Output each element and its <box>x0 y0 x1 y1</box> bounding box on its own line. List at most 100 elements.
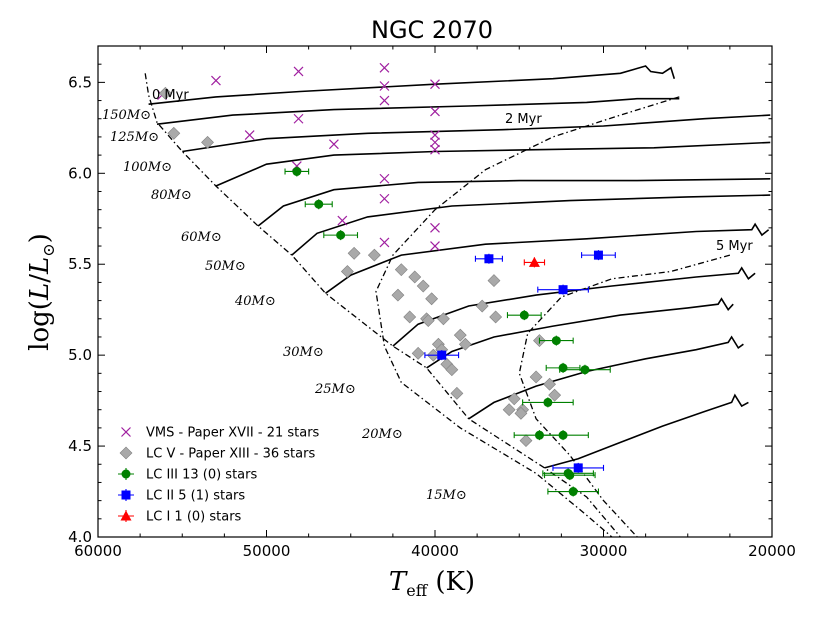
x-tick-label: 20000 <box>748 542 796 560</box>
data-point <box>367 248 381 262</box>
data-point <box>502 403 516 417</box>
plot-clip-group <box>144 62 771 537</box>
track-label-40: 40M⊙ <box>234 294 276 309</box>
data-point <box>201 135 214 149</box>
legend-entry-2: LC III 13 (0) stars <box>118 468 257 483</box>
y-tick-label: 4.5 <box>68 437 92 455</box>
track-label-80: 80M⊙ <box>151 188 192 203</box>
data-point <box>450 386 464 400</box>
y-tick-label: 5.0 <box>68 346 92 364</box>
track-150-line <box>148 65 676 105</box>
data-point <box>519 310 529 320</box>
y-tick-label: 6.0 <box>68 164 92 182</box>
data-point <box>430 106 440 117</box>
data-point <box>568 487 578 497</box>
data-point <box>391 288 405 302</box>
data-point <box>328 139 339 150</box>
track-15-line <box>544 393 749 469</box>
legend-entry-1: LC V - Paper XIII - 36 stars <box>119 447 315 462</box>
data-point <box>430 222 440 233</box>
data-point <box>519 434 533 448</box>
data-point <box>543 377 557 391</box>
legend-entry-0: VMS - Paper XVII - 21 stars <box>121 426 320 441</box>
plot-area: 150M⊙ 125M⊙ 100M⊙ 80M⊙ 60M⊙ 50M⊙ 40M⊙ 30M⊙ 25M⊙ 2… <box>102 62 771 537</box>
legend-marker <box>121 427 131 437</box>
x-tick-label: 40000 <box>411 542 459 560</box>
isochrone-label-1: 2 Myr <box>505 112 542 127</box>
series-2 <box>284 166 611 497</box>
y-axis-label: log(L/L⊙) <box>25 233 58 351</box>
data-point <box>484 254 494 264</box>
track-label-125: 125M⊙ <box>110 130 159 145</box>
data-point <box>167 126 181 140</box>
x-tick-label: 50000 <box>243 542 291 560</box>
data-point <box>489 310 503 324</box>
legend-label: LC II 5 (1) stars <box>146 489 245 504</box>
track-25-line <box>426 297 734 369</box>
legend-label: VMS - Paper XVII - 21 stars <box>146 426 320 441</box>
track-label-20: 20M⊙ <box>361 427 403 442</box>
y-tick-label: 6.5 <box>68 73 92 91</box>
data-point <box>593 250 603 260</box>
data-point <box>292 166 302 176</box>
track-100-line <box>182 114 771 153</box>
data-point <box>437 312 450 326</box>
data-point <box>445 363 459 377</box>
data-point <box>528 256 540 267</box>
data-point <box>514 406 528 420</box>
data-point <box>394 263 408 277</box>
y-tick-label: 4.0 <box>68 528 92 546</box>
data-point <box>379 62 390 73</box>
track-label-100: 100M⊙ <box>123 160 172 175</box>
track-label-25: 25M⊙ <box>314 382 356 397</box>
isochrone-label-0: 0 Myr <box>152 88 189 103</box>
data-point <box>379 81 390 91</box>
data-point <box>411 346 425 360</box>
track-label-15: 15M⊙ <box>426 488 467 503</box>
data-point <box>558 285 568 295</box>
isochrone-0-myr-line <box>144 73 621 537</box>
data-point <box>158 86 172 100</box>
legend-label: LC III 13 (0) stars <box>146 468 257 483</box>
data-point <box>551 336 561 346</box>
data-point <box>543 397 553 407</box>
data-point <box>507 392 521 406</box>
data-point <box>379 173 390 184</box>
x-axis-label: Teff (K) <box>389 567 475 600</box>
legend-label: LC V - Paper XIII - 36 stars <box>146 447 315 462</box>
data-point <box>416 279 430 293</box>
data-point <box>293 113 304 124</box>
data-point <box>379 193 390 204</box>
track-125-line <box>156 97 680 125</box>
track-40-line <box>325 222 770 294</box>
data-point <box>314 199 324 209</box>
track-label-60: 60M⊙ <box>181 230 222 245</box>
data-point <box>558 430 568 440</box>
series-1 <box>158 86 562 448</box>
data-point <box>408 270 422 284</box>
data-point <box>379 237 390 248</box>
data-point <box>458 337 472 351</box>
data-point <box>573 463 583 473</box>
series-3 <box>424 250 616 473</box>
track-label-150: 150M⊙ <box>102 108 151 123</box>
data-point <box>379 95 390 106</box>
legend-entry-3: LC II 5 (1) stars <box>118 489 245 504</box>
x-tick-label: 30000 <box>580 542 628 560</box>
data-point <box>340 265 354 278</box>
data-point <box>580 365 590 375</box>
data-point <box>430 137 440 148</box>
isochrone-5-myr-line <box>518 254 731 537</box>
data-point <box>293 66 304 77</box>
data-point <box>548 388 562 402</box>
legend-entry-4: LC I 1 (0) stars <box>118 510 242 525</box>
data-point <box>437 350 447 360</box>
series-4 <box>523 256 546 268</box>
data-point <box>430 79 440 90</box>
data-point <box>453 328 467 342</box>
data-point <box>421 314 435 328</box>
track-label-30: 30M⊙ <box>283 345 324 360</box>
x-tick-label: 60000 <box>74 542 122 560</box>
data-point <box>244 130 255 141</box>
